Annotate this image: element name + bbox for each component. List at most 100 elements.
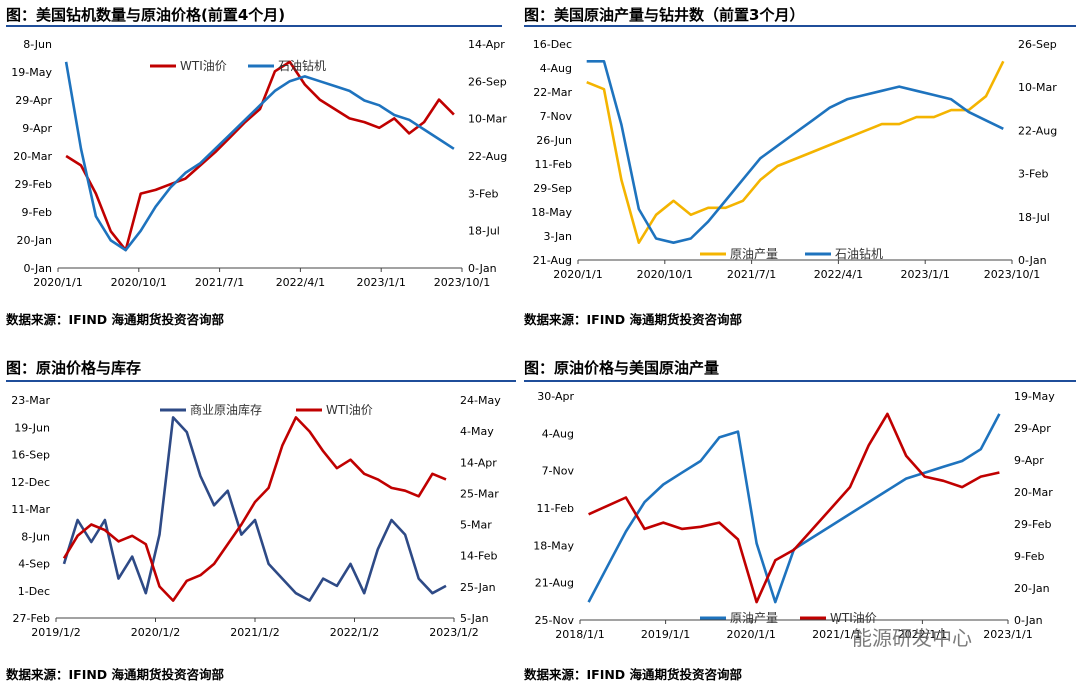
series-line-0 xyxy=(62,416,447,602)
y-right-tick-label: 3-Feb xyxy=(1018,168,1048,181)
y-right-tick-label: 5-Jan xyxy=(460,612,489,625)
y-left-tick-label: 12-Dec xyxy=(11,476,50,489)
y-left-tick-label: 3-Jan xyxy=(543,230,572,243)
title-rule xyxy=(524,25,1076,27)
chart-price-inventory: 23-Mar 19-Jun 16-Sep 12-Dec 11-Mar 8-Jun 4-Sep… xyxy=(11,394,501,639)
x-tick-label: 2021/1/1 xyxy=(812,628,861,641)
y-right-tick-label: 5-Mar xyxy=(460,519,492,532)
y-left-tick-label: 27-Feb xyxy=(13,612,50,625)
series-line-1 xyxy=(586,59,1004,244)
x-tick-label: 2020/1/1 xyxy=(33,276,82,289)
y-left-tick-label: 29-Sep xyxy=(533,182,572,195)
title-rule xyxy=(524,380,1076,382)
y-right-tick-label: 14-Apr xyxy=(468,38,505,51)
chart-wtiprice-rigcount: 8-Jun 19-May 29-Apr 9-Apr 20-Mar 29-Feb 9-Feb 2… xyxy=(11,38,507,289)
title-rule xyxy=(6,380,516,382)
y-left-tick-label: 9-Apr xyxy=(22,122,52,135)
x-tick-label: 2023/1/1 xyxy=(983,628,1032,641)
y-right-tick-label: 19-May xyxy=(1014,390,1055,403)
series-line-1 xyxy=(588,412,1000,604)
x-tick-label: 2021/7/1 xyxy=(727,268,776,281)
y-right-tick-label: 0-Jan xyxy=(468,262,497,275)
y-right-tick-label: 22-Aug xyxy=(468,150,507,163)
chart-production-rigcount: 16-Dec 4-Aug 22-Mar 7-Nov 26-Jun 11-Feb 29-Sep… xyxy=(531,38,1057,281)
y-right-tick-label: 0-Jan xyxy=(1014,614,1043,627)
data-source: 数据来源：IFIND 海通期货投资咨询部 xyxy=(6,667,225,682)
x-tick-label: 2023/10/1 xyxy=(984,268,1040,281)
legend-label: 原油产量 xyxy=(730,247,778,261)
chart-title: 图：美国原油产量与钻井数（前置3个月） xyxy=(524,6,805,24)
y-right-tick-label: 25-Mar xyxy=(460,487,499,500)
y-left-tick-label: 11-Feb xyxy=(535,158,572,171)
y-right-tick-label: 26-Sep xyxy=(468,75,507,88)
legend-label: WTI油价 xyxy=(326,403,373,417)
legend-label: 商业原油库存 xyxy=(190,402,262,417)
y-left-tick-label: 16-Dec xyxy=(533,38,572,51)
x-tick-label: 2022/1/2 xyxy=(330,626,379,639)
y-right-tick-label: 18-Jul xyxy=(468,225,500,238)
y-left-tick-label: 11-Mar xyxy=(11,503,50,516)
y-left-tick-label: 26-Jun xyxy=(536,134,572,147)
series-line-1 xyxy=(62,416,447,602)
y-right-tick-label: 4-May xyxy=(460,425,494,438)
y-left-tick-label: 7-Nov xyxy=(542,465,575,478)
y-left-tick-label: 8-Jun xyxy=(23,38,52,51)
y-left-tick-label: 4-Aug xyxy=(540,62,572,75)
y-right-tick-label: 0-Jan xyxy=(1018,254,1047,267)
y-left-tick-label: 1-Dec xyxy=(18,585,50,598)
y-right-tick-label: 29-Apr xyxy=(1014,422,1051,435)
y-right-tick-label: 20-Mar xyxy=(1014,486,1053,499)
y-left-tick-label: 21-Aug xyxy=(533,254,572,267)
y-left-tick-label: 18-May xyxy=(533,539,574,552)
x-tick-label: 2021/7/1 xyxy=(195,276,244,289)
series-line-0 xyxy=(65,60,455,252)
x-tick-label: 2023/10/1 xyxy=(434,276,490,289)
legend-label: 石油钻机 xyxy=(835,246,883,261)
y-left-tick-label: 20-Mar xyxy=(13,150,52,163)
y-left-tick-label: 0-Jan xyxy=(23,262,52,275)
y-left-tick-label: 20-Jan xyxy=(16,234,52,247)
y-left-tick-label: 11-Feb xyxy=(537,502,574,515)
y-left-tick-label: 4-Aug xyxy=(542,427,574,440)
y-left-tick-label: 29-Feb xyxy=(15,178,52,191)
y-right-tick-label: 26-Sep xyxy=(1018,38,1057,51)
y-left-tick-label: 4-Sep xyxy=(18,558,50,571)
y-right-tick-label: 14-Apr xyxy=(460,456,497,469)
x-tick-label: 2020/1/2 xyxy=(131,626,180,639)
y-right-tick-label: 3-Feb xyxy=(468,187,498,200)
y-left-tick-label: 19-Jun xyxy=(14,421,50,434)
legend-label: WTI油价 xyxy=(180,59,227,73)
x-tick-label: 2019/1/1 xyxy=(641,628,690,641)
y-left-tick-label: 21-Aug xyxy=(535,577,574,590)
y-right-tick-label: 24-May xyxy=(460,394,501,407)
x-tick-label: 2018/1/1 xyxy=(555,628,604,641)
y-left-tick-label: 22-Mar xyxy=(533,86,572,99)
y-left-tick-label: 7-Nov xyxy=(540,110,573,123)
legend-label: 原油产量 xyxy=(730,611,778,625)
series-line-0 xyxy=(586,60,1005,244)
x-tick-label: 2020/1/1 xyxy=(726,628,775,641)
x-tick-label: 2023/1/1 xyxy=(900,268,949,281)
y-right-tick-label: 9-Apr xyxy=(1014,454,1044,467)
series-line-0 xyxy=(587,413,1001,604)
y-left-tick-label: 16-Sep xyxy=(11,449,50,462)
y-right-tick-label: 10-Mar xyxy=(1018,81,1057,94)
x-tick-label: 2020/10/1 xyxy=(637,268,693,281)
y-left-tick-label: 30-Apr xyxy=(537,390,574,403)
legend-label: 石油钻机 xyxy=(278,58,326,73)
data-source: 数据来源：IFIND 海通期货投资咨询部 xyxy=(6,312,225,327)
data-source: 数据来源：IFIND 海通期货投资咨询部 xyxy=(524,667,743,682)
y-right-tick-label: 10-Mar xyxy=(468,113,507,126)
x-tick-label: 2020/10/1 xyxy=(111,276,167,289)
y-left-tick-label: 25-Nov xyxy=(535,614,575,627)
watermark-logo: 能源研发中心 xyxy=(852,626,972,650)
legend-label: WTI油价 xyxy=(830,611,877,625)
chart-title: 图：原油价格与美国原油产量 xyxy=(524,359,720,377)
y-right-tick-label: 25-Jan xyxy=(460,581,496,594)
x-tick-label: 2023/1/1 xyxy=(356,276,405,289)
y-left-tick-label: 8-Jun xyxy=(21,530,50,543)
y-left-tick-label: 23-Mar xyxy=(11,394,50,407)
chart-price-production: 30-Apr 4-Aug 7-Nov 11-Feb 18-May 21-Aug 25-Nov… xyxy=(533,390,1055,641)
x-tick-label: 2019/1/2 xyxy=(31,626,80,639)
y-left-tick-label: 9-Feb xyxy=(22,206,52,219)
